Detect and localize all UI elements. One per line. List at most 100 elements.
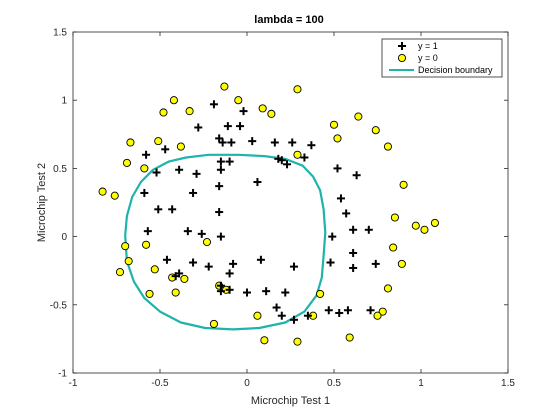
data-point-y0 xyxy=(185,107,194,116)
data-point-y1 xyxy=(342,209,351,218)
data-point-y0 xyxy=(124,257,133,266)
data-point-y0 xyxy=(293,337,302,346)
legend-label-positive: y = 1 xyxy=(418,41,438,51)
data-point-y0 xyxy=(383,284,392,293)
data-point-y0 xyxy=(389,243,398,252)
data-point-y0 xyxy=(202,238,212,247)
data-point-y1 xyxy=(168,205,177,214)
data-point-y1 xyxy=(281,288,290,297)
data-point-y1 xyxy=(366,306,375,315)
data-point-y1 xyxy=(161,145,170,154)
y-tick-label: 0.5 xyxy=(53,164,67,175)
data-point-y0 xyxy=(354,112,363,121)
data-points-layer xyxy=(98,82,439,346)
data-point-y1 xyxy=(253,178,262,187)
data-point-y1 xyxy=(300,153,309,162)
data-point-y1 xyxy=(204,262,213,271)
data-point-y0 xyxy=(176,142,185,151)
data-point-y1 xyxy=(216,287,225,296)
data-point-y0 xyxy=(345,333,354,342)
data-point-y0 xyxy=(98,187,107,196)
x-tick-label: -0.5 xyxy=(151,378,169,389)
data-point-y1 xyxy=(272,303,281,312)
data-point-y0 xyxy=(126,138,135,147)
data-point-y0 xyxy=(260,336,269,345)
data-point-y1 xyxy=(364,225,373,234)
data-point-y0 xyxy=(171,288,180,297)
data-point-y0 xyxy=(293,150,302,159)
legend-marker-negative xyxy=(397,53,407,63)
data-point-y1 xyxy=(197,229,206,238)
data-point-y1 xyxy=(248,137,257,146)
data-point-y0 xyxy=(258,104,267,113)
data-point-y0 xyxy=(333,134,342,143)
data-point-y1 xyxy=(335,308,344,317)
data-point-y0 xyxy=(397,259,406,268)
data-point-y1 xyxy=(256,255,265,264)
data-point-y0 xyxy=(159,108,168,117)
data-point-y0 xyxy=(420,225,429,234)
data-point-y1 xyxy=(154,205,163,214)
x-tick-label: -1 xyxy=(69,378,78,389)
data-point-y0 xyxy=(122,158,131,167)
data-point-y1 xyxy=(175,165,184,174)
data-point-y1 xyxy=(189,188,198,197)
data-point-y1 xyxy=(349,248,358,257)
data-point-y0 xyxy=(399,180,408,189)
data-point-y1 xyxy=(162,255,171,264)
data-point-y1 xyxy=(277,156,286,165)
data-point-y1 xyxy=(324,306,333,315)
data-point-y1 xyxy=(216,165,225,174)
data-point-y0 xyxy=(121,242,130,251)
y-tick-label: -0.5 xyxy=(50,300,68,311)
data-point-y0 xyxy=(150,265,159,274)
legend-marker-positive xyxy=(398,42,406,50)
data-point-y0 xyxy=(378,307,387,316)
chart-title: lambda = 100 xyxy=(254,14,323,26)
x-tick-label: 0.5 xyxy=(327,378,341,389)
y-tick-label: 1 xyxy=(61,96,67,107)
data-point-y0 xyxy=(142,240,151,249)
data-point-y0 xyxy=(329,120,339,129)
data-point-y1 xyxy=(143,227,152,236)
y-axis-label: Microchip Test 2 xyxy=(36,163,48,242)
legend: y = 1 y = 0 Decision boundary xyxy=(381,38,503,78)
data-point-y0 xyxy=(110,191,119,200)
data-point-y1 xyxy=(236,122,245,131)
data-point-y0 xyxy=(234,96,243,105)
data-point-y0 xyxy=(169,96,178,105)
data-point-y1 xyxy=(218,138,227,147)
axis-tick-labels: -1 -0.5 0 0.5 1 1.5 -1 -0.5 0 0.5 1 1.5 xyxy=(50,28,516,390)
data-point-y1 xyxy=(349,225,358,234)
data-point-y0 xyxy=(430,218,439,228)
data-point-y1 xyxy=(270,138,279,147)
data-point-y0 xyxy=(373,311,382,320)
data-point-y1 xyxy=(227,138,236,147)
data-point-y0 xyxy=(145,289,154,298)
data-point-y1 xyxy=(349,263,358,272)
data-point-y1 xyxy=(183,227,192,236)
x-tick-label: 0 xyxy=(244,378,250,389)
data-point-y1 xyxy=(171,272,180,281)
data-point-y1 xyxy=(239,107,248,116)
data-point-y1 xyxy=(225,285,234,294)
data-point-y1 xyxy=(371,259,380,268)
data-point-y1 xyxy=(288,138,297,147)
data-point-y0 xyxy=(154,137,163,146)
data-point-y1 xyxy=(140,188,149,197)
data-point-y1 xyxy=(142,150,151,159)
data-point-y0 xyxy=(220,82,229,91)
legend-label-boundary: Decision boundary xyxy=(418,65,493,75)
data-point-y1 xyxy=(215,208,224,217)
y-tick-label: -1 xyxy=(58,369,67,380)
data-point-y0 xyxy=(253,311,262,320)
data-point-y1 xyxy=(326,258,335,267)
plot-area xyxy=(72,31,509,374)
x-tick-label: 1.5 xyxy=(501,378,515,389)
data-point-y1 xyxy=(215,134,224,143)
data-point-y0 xyxy=(115,268,125,277)
data-point-y1 xyxy=(343,306,352,315)
data-point-y0 xyxy=(293,85,302,94)
data-point-y1 xyxy=(215,182,224,191)
data-point-y1 xyxy=(225,269,234,278)
